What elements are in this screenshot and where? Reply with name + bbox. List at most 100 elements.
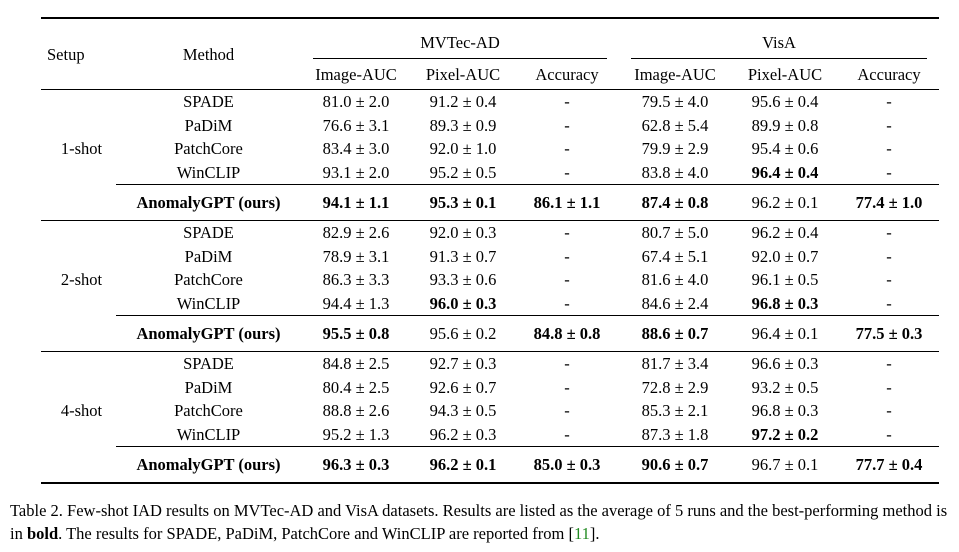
table-row-ours: AnomalyGPT (ours) 94.1 ± 1.1 95.3 ± 0.1 86.… xyxy=(41,184,940,221)
result-cell: - xyxy=(886,139,892,159)
citation-link[interactable]: 11 xyxy=(573,524,590,543)
col-header-visa-pixel-auc: Pixel-AUC xyxy=(747,64,823,84)
method-label-ours: AnomalyGPT (ours) xyxy=(116,446,301,483)
result-cell: 85.0 ± 0.3 xyxy=(515,446,619,483)
result-cell: - xyxy=(564,424,570,444)
table-row: PaDiM 80.4 ± 2.5 92.6 ± 0.7 - 72.8 ± 2.9 93.2… xyxy=(41,376,939,400)
table-row: WinCLIP 94.4 ± 1.3 96.0 ± 0.3 - 84.6 ± 2.4 96… xyxy=(41,292,939,316)
paper-page: Setup Method MVTec-AD VisA Image-AUC Pix… xyxy=(0,17,959,552)
result-cell: - xyxy=(564,270,570,290)
setup-label: 4-shot xyxy=(60,401,103,420)
subheader-row: Image-AUC Pixel-AUC Accuracy Image-AUC P… xyxy=(41,59,939,90)
result-cell: - xyxy=(886,223,892,243)
table-caption: Table 2. Few-shot IAD results on MVTec-A… xyxy=(10,499,951,545)
table-row: 2-shot SPADE 82.9 ± 2.6 92.0 ± 0.3 - 80.7 ± 5… xyxy=(41,221,939,289)
result-cell: 96.8 ± 0.3 xyxy=(751,293,819,313)
table-header: Setup Method MVTec-AD VisA Image-AUC Pix… xyxy=(41,18,940,90)
result-cell: - xyxy=(564,223,570,243)
table-row: PatchCore 86.3 ± 3.3 93.3 ± 0.6 - 81.6 ± 4.0… xyxy=(41,268,939,292)
result-cell: 89.9 ± 0.8 xyxy=(751,115,819,135)
method-label-ours: AnomalyGPT (ours) xyxy=(116,315,301,352)
table-row: PaDiM 78.9 ± 3.1 91.3 ± 0.7 - 67.4 ± 5.1 92.0… xyxy=(41,245,939,269)
method-label: WinCLIP xyxy=(176,162,241,182)
result-cell: 93.1 ± 2.0 xyxy=(322,162,390,182)
caption-text: . The results for SPADE, PaDiM, PatchCor… xyxy=(58,524,574,543)
result-cell: 87.3 ± 1.8 xyxy=(641,424,709,444)
result-cell: 92.7 ± 0.3 xyxy=(429,354,497,374)
setup-group-1-shot: 1-shot SPADE 81.0 ± 2.0 91.2 ± 0.4 - 79.5 ± 4… xyxy=(41,90,940,221)
result-cell: 93.2 ± 0.5 xyxy=(751,377,819,397)
result-cell: 72.8 ± 2.9 xyxy=(641,377,709,397)
table-row: 1-shot SPADE 81.0 ± 2.0 91.2 ± 0.4 - 79.5 ± 4… xyxy=(41,90,939,158)
result-cell: 84.8 ± 0.8 xyxy=(515,315,619,352)
result-cell: 78.9 ± 3.1 xyxy=(322,246,390,266)
result-cell: - xyxy=(886,246,892,266)
method-label-ours: AnomalyGPT (ours) xyxy=(116,184,301,221)
col-header-visa-accuracy: Accuracy xyxy=(857,64,921,84)
col-header-visa-image-auc: Image-AUC xyxy=(634,64,716,84)
result-cell: 95.5 ± 0.8 xyxy=(301,315,411,352)
result-cell: 80.7 ± 5.0 xyxy=(641,223,709,243)
result-cell: - xyxy=(564,115,570,135)
result-cell: 77.7 ± 0.4 xyxy=(839,446,940,483)
result-cell: - xyxy=(886,92,892,112)
result-cell: - xyxy=(564,293,570,313)
table-row: 4-shot SPADE 84.8 ± 2.5 92.7 ± 0.3 - 81.7 ± 3… xyxy=(41,352,939,420)
result-cell: - xyxy=(886,115,892,135)
result-cell: - xyxy=(564,162,570,182)
result-cell: 86.3 ± 3.3 xyxy=(322,270,390,290)
result-cell: 62.8 ± 5.4 xyxy=(641,115,709,135)
method-label: PatchCore xyxy=(174,401,243,421)
result-cell: - xyxy=(886,377,892,397)
result-cell: - xyxy=(886,354,892,374)
result-cell: 94.3 ± 0.5 xyxy=(429,401,497,421)
result-cell: 94.4 ± 1.3 xyxy=(322,293,390,313)
group-header-mvtec-ad-label: MVTec-AD xyxy=(313,32,607,59)
result-cell: 90.6 ± 0.7 xyxy=(619,446,731,483)
method-label: SPADE xyxy=(183,354,234,374)
result-cell: 94.1 ± 1.1 xyxy=(301,184,411,221)
result-cell: 84.8 ± 2.5 xyxy=(322,354,390,374)
result-cell: 96.6 ± 0.3 xyxy=(751,354,819,374)
method-label: PaDiM xyxy=(184,246,233,266)
setup-label: 2-shot xyxy=(60,270,103,289)
result-cell: 80.4 ± 2.5 xyxy=(322,377,390,397)
result-cell: 95.2 ± 1.3 xyxy=(322,424,390,444)
result-cell: 85.3 ± 2.1 xyxy=(641,401,709,421)
result-cell: 96.2 ± 0.4 xyxy=(751,223,819,243)
result-cell: 91.2 ± 0.4 xyxy=(429,92,497,112)
result-cell: - xyxy=(564,401,570,421)
setup-group-4-shot: 4-shot SPADE 84.8 ± 2.5 92.7 ± 0.3 - 81.7 ± 3… xyxy=(41,352,940,483)
result-cell: 96.7 ± 0.1 xyxy=(731,446,839,483)
result-cell: 77.5 ± 0.3 xyxy=(839,315,940,352)
result-cell: - xyxy=(886,401,892,421)
result-cell: 82.9 ± 2.6 xyxy=(322,223,390,243)
method-label: PaDiM xyxy=(184,377,233,397)
result-cell: 67.4 ± 5.1 xyxy=(641,246,709,266)
result-cell: 95.4 ± 0.6 xyxy=(751,139,819,159)
result-cell: 77.4 ± 1.0 xyxy=(839,184,940,221)
method-label: SPADE xyxy=(183,92,234,112)
col-header-setup: Setup xyxy=(47,44,85,64)
col-header-mvtec-pixel-auc: Pixel-AUC xyxy=(425,64,501,84)
table-row: PatchCore 88.8 ± 2.6 94.3 ± 0.5 - 85.3 ± 2.1… xyxy=(41,399,939,423)
table-row: WinCLIP 93.1 ± 2.0 95.2 ± 0.5 - 83.8 ± 4.0 96… xyxy=(41,161,939,185)
result-cell: 81.6 ± 4.0 xyxy=(641,270,709,290)
result-cell: 96.0 ± 0.3 xyxy=(429,293,497,313)
group-header-row: Setup Method MVTec-AD VisA xyxy=(41,18,939,64)
result-cell: 96.4 ± 0.1 xyxy=(731,315,839,352)
result-cell: 92.0 ± 1.0 xyxy=(429,139,497,159)
result-cell: 97.2 ± 0.2 xyxy=(751,424,819,444)
result-cell: - xyxy=(886,270,892,290)
method-label: PatchCore xyxy=(174,270,243,290)
result-cell: - xyxy=(564,354,570,374)
result-cell: 95.2 ± 0.5 xyxy=(429,162,497,182)
method-label: WinCLIP xyxy=(176,424,241,444)
result-cell: - xyxy=(564,246,570,266)
result-cell: - xyxy=(886,293,892,313)
result-cell: 79.9 ± 2.9 xyxy=(641,139,709,159)
group-header-visa-label: VisA xyxy=(631,32,928,59)
result-cell: 96.8 ± 0.3 xyxy=(751,401,819,421)
col-header-mvtec-accuracy: Accuracy xyxy=(535,64,599,84)
caption-text: ]. xyxy=(589,524,600,543)
